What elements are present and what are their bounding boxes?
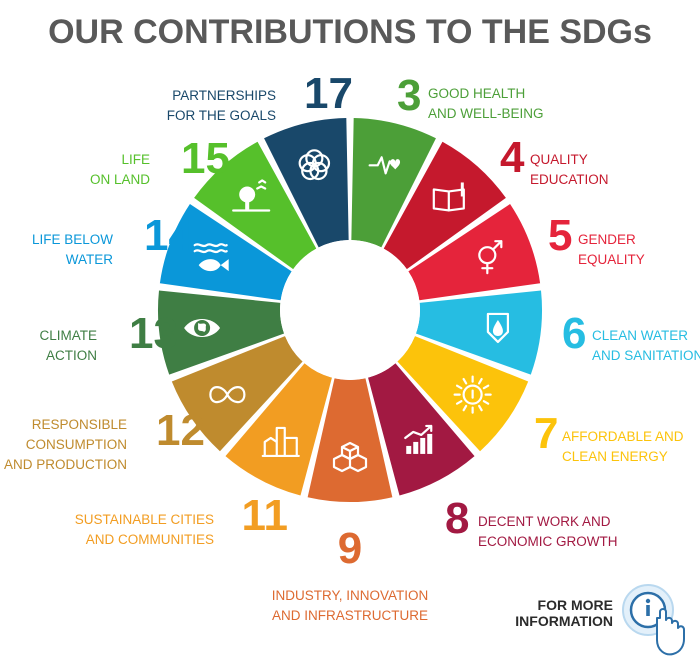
goal-label-7-line-2: CLEAN ENERGY — [562, 449, 668, 464]
goal-number-15: 15 — [181, 134, 230, 183]
goal-number-13: 13 — [129, 309, 178, 358]
sdg-segment-17 — [264, 118, 349, 248]
infinity-icon — [209, 386, 246, 404]
goal-number-7: 7 — [534, 409, 558, 458]
tree-icon — [232, 179, 271, 212]
goal-label-17-line-1: PARTNERSHIPS — [172, 88, 276, 103]
goal-label-12-line-1: RESPONSIBLE — [32, 417, 127, 432]
sdg-segment-6 — [415, 290, 542, 375]
sdg-segment-4 — [383, 141, 506, 270]
goal-label-13-line-1: CLIMATE — [39, 328, 97, 343]
goal-label-15-line-2: ON LAND — [90, 172, 150, 187]
sdg-segment-13 — [158, 290, 285, 375]
goal-label-4-line-2: EDUCATION — [530, 172, 609, 187]
goal-number-4: 4 — [500, 133, 525, 182]
rings-icon — [298, 149, 331, 181]
goal-label-11-line-2: AND COMMUNITIES — [86, 532, 214, 547]
book-icon — [432, 182, 465, 212]
goal-label-6-line-1: CLEAN WATER — [592, 328, 688, 343]
goal-label-8-line-1: DECENT WORK AND — [478, 514, 611, 529]
sdg-segment-12 — [171, 336, 303, 452]
goal-number-17: 17 — [304, 69, 353, 118]
more-info-line2: INFORMATION — [515, 613, 613, 629]
goal-label-14-line-1: LIFE BELOW — [32, 232, 113, 247]
city-icon — [261, 426, 300, 458]
sdg-segment-8 — [368, 363, 475, 496]
goal-number-9: 9 — [338, 524, 362, 573]
goal-label-8-line-2: ECONOMIC GROWTH — [478, 534, 618, 549]
goal-number-8: 8 — [445, 494, 469, 543]
goal-number-5: 5 — [548, 211, 572, 260]
goal-number-12: 12 — [156, 406, 205, 455]
page-title: OUR CONTRIBUTIONS TO THE SDGs — [48, 13, 652, 51]
sdg-wheel — [158, 118, 542, 503]
goal-label-11-line-1: SUSTAINABLE CITIES — [75, 512, 214, 527]
goal-label-7-line-1: AFFORDABLE AND — [562, 429, 684, 444]
more-info-line1: FOR MORE — [538, 597, 613, 613]
goal-label-12-line-3: AND PRODUCTION — [4, 457, 127, 472]
goal-label-5-line-1: GENDER — [578, 232, 636, 247]
goal-label-4-line-1: QUALITY — [530, 152, 588, 167]
goal-label-17-line-2: FOR THE GOALS — [167, 108, 276, 123]
goal-label-6-line-2: AND SANITATION — [592, 348, 700, 363]
goal-label-14-line-2: WATER — [66, 252, 113, 267]
goal-label-9-line-2: AND INFRASTRUCTURE — [272, 608, 428, 623]
goal-number-6: 6 — [562, 309, 586, 358]
sdg-segment-11 — [225, 363, 332, 496]
goal-label-5-line-2: EQUALITY — [578, 252, 645, 267]
goal-number-14: 14 — [144, 211, 193, 260]
goal-label-15-line-1: LIFE — [121, 152, 150, 167]
gender-icon — [478, 240, 503, 275]
wheel-center — [280, 240, 420, 380]
sdg-segment-9 — [307, 378, 393, 503]
goal-label-13-line-2: ACTION — [46, 348, 97, 363]
goal-label-9-line-1: INDUSTRY, INNOVATION — [272, 588, 429, 603]
fish-icon — [193, 243, 229, 272]
goal-label-3-line-2: AND WELL-BEING — [428, 106, 544, 121]
cubes-icon — [332, 441, 368, 473]
power-sun-icon — [453, 375, 492, 414]
growth-chart-icon — [404, 424, 433, 454]
goal-labels: 3 GOOD HEALTH AND WELL-BEING 4 QUALITY EDUCAT… — [4, 69, 700, 623]
goal-label-12-line-2: CONSUMPTION — [26, 437, 127, 452]
sdg-segment-5 — [408, 203, 541, 301]
more-info-button[interactable]: FOR MORE INFORMATION — [515, 584, 685, 656]
heartbeat-icon — [368, 156, 401, 175]
goal-label-3-line-1: GOOD HEALTH — [428, 86, 525, 101]
sdg-segment-15 — [194, 141, 317, 270]
eye-globe-icon — [184, 318, 221, 337]
water-drop-icon — [486, 312, 510, 344]
goal-number-3: 3 — [397, 71, 421, 120]
info-touch-icon[interactable] — [622, 584, 685, 656]
goal-number-11: 11 — [241, 491, 288, 540]
sdg-segment-3 — [351, 118, 436, 248]
